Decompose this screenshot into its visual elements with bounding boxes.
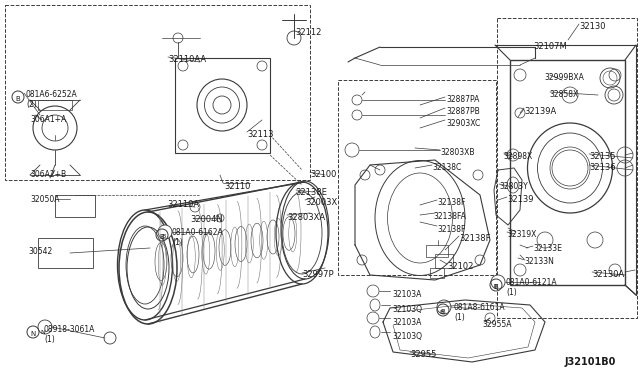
Bar: [175, 58, 270, 153]
Text: 32112: 32112: [295, 28, 321, 37]
Text: 32858X: 32858X: [549, 90, 579, 99]
Text: 32887PB: 32887PB: [446, 107, 480, 116]
Circle shape: [158, 225, 172, 239]
Text: 32319X: 32319X: [507, 230, 536, 239]
Text: 32999BXA: 32999BXA: [544, 73, 584, 82]
Text: 32136: 32136: [589, 163, 616, 172]
Bar: [5, 5, 310, 180]
Text: 32003X: 32003X: [305, 198, 337, 207]
Circle shape: [437, 300, 451, 314]
Text: 32133N: 32133N: [524, 257, 554, 266]
Text: 32113: 32113: [247, 130, 273, 139]
Text: 32110AA: 32110AA: [168, 55, 206, 64]
Text: 32138F: 32138F: [437, 198, 465, 207]
Text: 32955: 32955: [410, 350, 436, 359]
Text: B: B: [159, 234, 164, 240]
Text: 32803XA: 32803XA: [287, 213, 325, 222]
Bar: [510, 60, 625, 285]
Text: 32102: 32102: [447, 262, 474, 271]
Text: B: B: [15, 96, 20, 102]
Text: 32903XC: 32903XC: [446, 119, 480, 128]
Text: 32107M: 32107M: [533, 42, 567, 51]
Text: 32803Y: 32803Y: [499, 182, 528, 191]
Text: B: B: [161, 234, 165, 240]
Text: 32139: 32139: [507, 195, 534, 204]
Text: 081A8-6161A: 081A8-6161A: [454, 303, 506, 312]
Text: 08918-3061A: 08918-3061A: [44, 325, 95, 334]
Text: 32110: 32110: [224, 182, 250, 191]
Text: 32103A: 32103A: [392, 318, 421, 327]
Text: 081A6-6252A: 081A6-6252A: [26, 90, 77, 99]
Circle shape: [38, 320, 52, 334]
Text: 32135: 32135: [589, 152, 616, 161]
Text: 32004N: 32004N: [190, 215, 223, 224]
Text: 30542: 30542: [28, 247, 52, 256]
Text: 32138F: 32138F: [459, 234, 490, 243]
Bar: [497, 18, 637, 318]
Text: 32050A: 32050A: [30, 195, 60, 204]
Bar: [38, 100, 72, 110]
Text: 32139A: 32139A: [524, 107, 556, 116]
Text: B: B: [493, 284, 499, 290]
Text: (1): (1): [454, 313, 465, 322]
Text: 306A1+A: 306A1+A: [30, 115, 67, 124]
Bar: [426, 245, 448, 257]
Text: 32110A: 32110A: [167, 200, 199, 209]
Bar: [430, 268, 444, 278]
Text: B: B: [494, 285, 498, 289]
Text: 32103Q: 32103Q: [392, 305, 422, 314]
Text: 32133E: 32133E: [533, 244, 562, 253]
Text: 32130A: 32130A: [592, 270, 624, 279]
Text: N: N: [30, 331, 36, 337]
Text: 32100: 32100: [310, 170, 337, 179]
Text: 32803XB: 32803XB: [440, 148, 474, 157]
Text: 32887PA: 32887PA: [446, 95, 479, 104]
Text: (2): (2): [26, 100, 36, 109]
Text: (1): (1): [172, 238, 183, 247]
Bar: [435, 254, 453, 268]
Text: 081A0-6121A: 081A0-6121A: [506, 278, 557, 287]
Bar: [38, 238, 93, 268]
Text: J32101B0: J32101B0: [565, 357, 616, 367]
Text: 32103A: 32103A: [392, 290, 421, 299]
Circle shape: [491, 275, 505, 289]
Text: 306A2+B: 306A2+B: [30, 170, 66, 179]
Text: 32103Q: 32103Q: [392, 332, 422, 341]
Text: 32138E: 32138E: [295, 188, 327, 197]
Text: 32997P: 32997P: [302, 270, 333, 279]
Bar: [55, 195, 95, 217]
Text: 32898X: 32898X: [503, 152, 532, 161]
Text: B: B: [440, 310, 444, 314]
Text: (1): (1): [506, 288, 516, 297]
Text: (1): (1): [44, 335, 55, 344]
Text: B: B: [440, 309, 445, 315]
Text: 32138FA: 32138FA: [433, 212, 466, 221]
Text: 32138F: 32138F: [437, 225, 465, 234]
Text: N: N: [40, 330, 45, 334]
Text: 32130: 32130: [579, 22, 605, 31]
Text: 32955A: 32955A: [482, 320, 511, 329]
Text: 32138C: 32138C: [432, 163, 461, 172]
Text: 081A0-6162A: 081A0-6162A: [172, 228, 224, 237]
Bar: [338, 80, 496, 275]
